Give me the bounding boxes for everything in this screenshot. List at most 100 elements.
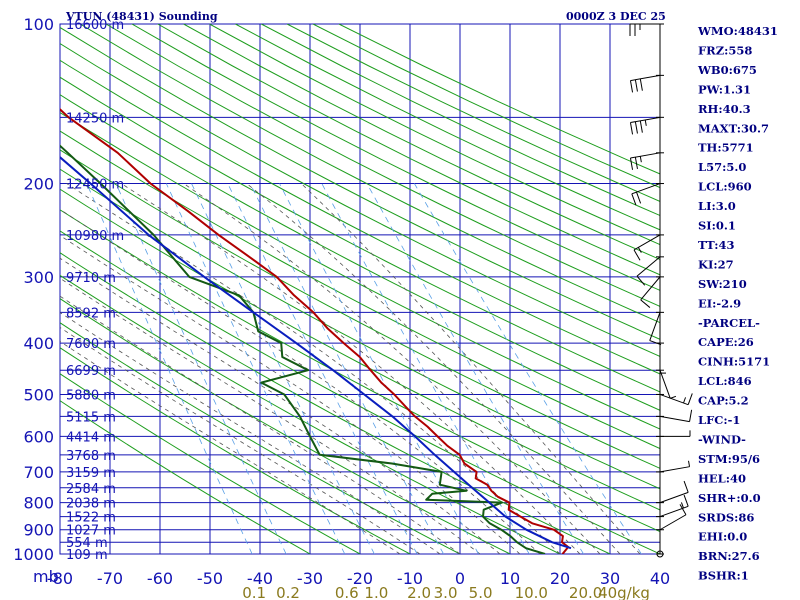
stability-index-line: WMO:48431 — [697, 24, 778, 38]
height-label: 16600 m — [66, 18, 124, 33]
wind-barb-flag — [631, 193, 637, 206]
wind-barb-flag — [688, 460, 691, 467]
moist-adiabat-line — [301, 183, 641, 554]
wind-barb-staff — [649, 312, 661, 341]
wind-barb-flag — [636, 275, 646, 286]
stability-index-line: TT:43 — [698, 238, 735, 252]
height-label: 5115 m — [66, 410, 116, 425]
mixing-ratio-line — [414, 183, 642, 554]
pressure-tick-label: 1000 — [13, 545, 54, 564]
wind-barb-flag — [679, 504, 687, 515]
temperature-tick-label: 10 — [500, 569, 520, 588]
dry-adiabat-line — [60, 168, 660, 490]
height-label: 554 m — [66, 536, 108, 551]
pressure-tick-label: 800 — [23, 494, 54, 513]
parcel-series-line — [60, 155, 572, 550]
dry-adiabat-line — [60, 42, 660, 357]
temperature-labels: -80 -70 -60 -50 -40 -30 -20 -10 0 10 20 30 40 — [47, 569, 670, 588]
wind-barb-flag — [633, 249, 641, 261]
dry-adiabat-line — [60, 76, 660, 393]
wind-barb-staff — [640, 276, 661, 301]
moist-adiabat-line — [121, 183, 581, 554]
wind-barb-flag — [629, 80, 634, 93]
dry-adiabat-line — [183, 24, 660, 261]
height-label: 14250 m — [66, 111, 124, 126]
wind-barb-flag — [629, 157, 634, 170]
mixing-ratio-line — [279, 183, 479, 554]
stability-index-line: BSHR:1 — [698, 569, 749, 583]
stability-index-line: FRZ:558 — [698, 43, 752, 57]
stability-index-line: LCL:846 — [698, 374, 752, 388]
pressure-tick-label: 400 — [23, 334, 54, 353]
chart-title: VTUN (48431) Sounding — [65, 10, 218, 23]
height-label: 2584 m — [66, 482, 116, 497]
mixing-ratio-label: 2.0 — [407, 584, 431, 600]
temperature-tick-label: -30 — [297, 569, 323, 588]
wind-barb-staff — [630, 74, 661, 82]
temperature-tick-label: -70 — [97, 569, 123, 588]
stability-index-line: L57:5.0 — [698, 160, 746, 174]
temperature-tick-label: 20 — [550, 569, 570, 588]
stability-index-line: TH:5771 — [698, 141, 754, 155]
moist-adiabat-line — [60, 326, 421, 554]
dry-adiabat-line — [60, 26, 660, 340]
wind-barb-staff — [659, 514, 687, 531]
mixing-ratio-label: 10.0 — [515, 584, 548, 600]
wind-barb-flag — [689, 409, 693, 422]
chart-datetime: 0000Z 3 DEC 25 — [566, 10, 666, 23]
pressure-axis-label: mb — [33, 567, 59, 586]
height-label: 3768 m — [66, 449, 116, 464]
mixing-ratio-label: 1.0 — [364, 584, 388, 600]
dry-adiabat-line — [131, 24, 660, 291]
temperature-tick-label: 0 — [455, 569, 465, 588]
stability-index-line: SHR+:0.0 — [698, 491, 761, 505]
height-label: 4414 m — [66, 430, 116, 445]
stability-index-line: CAP:5.2 — [698, 394, 749, 408]
wind-barbs — [629, 23, 693, 558]
dry-adiabat-line — [60, 130, 660, 450]
mixing-ratio-label: 40g/kg — [598, 584, 650, 600]
height-label: 1522 m — [66, 511, 116, 526]
wind-barb-flag — [644, 119, 647, 126]
stability-index-line: SRDS:86 — [698, 510, 754, 524]
height-label: 8592 m — [66, 306, 116, 321]
moist-adiabat-line — [66, 183, 561, 554]
dry-adiabat-line — [157, 24, 660, 276]
height-label: 5880 m — [66, 388, 116, 403]
wind-barb-flag — [629, 122, 634, 135]
height-labels: 16600 m 14250 m 12450 m 10980 m 9710 m 8592 m… — [66, 18, 124, 563]
pressure-tick-label: 500 — [23, 385, 54, 404]
wind-barb-flag — [649, 340, 662, 346]
mixing-ratio-label: 5.0 — [469, 584, 493, 600]
moist-adiabat-line — [60, 340, 401, 554]
temperature-tick-label: 30 — [600, 569, 620, 588]
mixing-ratio-line — [191, 183, 375, 554]
stability-index-line: PW:1.31 — [698, 82, 751, 96]
wind-barb-flag — [634, 79, 638, 92]
pressure-tick-label: 600 — [23, 427, 54, 446]
stability-index-line: SI:0.1 — [698, 219, 736, 233]
mixing-ratio-line — [115, 183, 287, 554]
mixing-ratio-label: 0.1 — [242, 584, 266, 600]
moist-adiabat-line — [60, 295, 461, 554]
stability-index-line: BRN:27.6 — [698, 549, 760, 563]
wind-barb-flag — [639, 78, 643, 91]
temperature-tick-label: -10 — [397, 569, 423, 588]
height-label: 3159 m — [66, 466, 116, 481]
moist-adiabat-line — [60, 311, 441, 554]
thermo-lines — [60, 24, 660, 554]
pressure-tick-label: 200 — [23, 175, 54, 194]
mixing-ratio-line — [249, 183, 444, 554]
pressure-tick-label: 100 — [23, 15, 54, 34]
stability-index-line: STM:95/6 — [698, 452, 760, 466]
stability-index-line: EI:-2.9 — [698, 296, 741, 310]
wind-barb-flag — [636, 191, 642, 204]
dry-adiabat-line — [60, 322, 461, 554]
mixing-ratio-line — [165, 183, 346, 554]
wind-calm-marker — [656, 550, 664, 558]
wind-barb-flag — [683, 494, 689, 507]
wind-barb-flag — [634, 121, 638, 134]
stability-index-line: RH:40.3 — [698, 102, 751, 116]
